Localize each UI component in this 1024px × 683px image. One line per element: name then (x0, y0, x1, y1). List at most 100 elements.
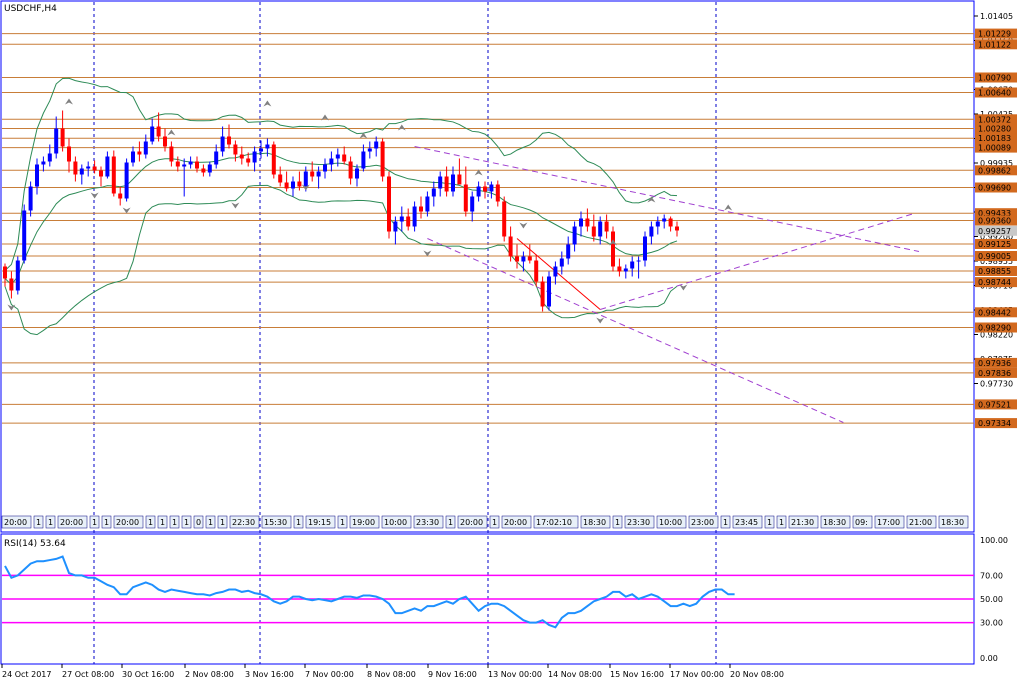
level-tag-label: 0.98442 (978, 308, 1011, 317)
candle-up (438, 176, 443, 189)
candle-up (598, 221, 603, 237)
event-flag (788, 515, 819, 529)
event-flag (624, 515, 655, 529)
event-label: 1 (492, 518, 497, 527)
time-tick-label: 7 Nov 00:00 (305, 670, 354, 679)
candle-up (303, 171, 308, 187)
candle-up (259, 148, 263, 152)
level-tag-label: 0.97334 (978, 419, 1011, 428)
event-flag (580, 515, 611, 529)
event-label: 1 (220, 518, 225, 527)
event-flag (720, 515, 731, 529)
rsi-panel: 100.00 70.00 50.00 30.00 0.00 (2, 536, 1008, 663)
candle-up (355, 168, 359, 179)
candle-down (284, 182, 289, 189)
event-label: 1 (448, 518, 453, 527)
candle-down (92, 166, 97, 171)
fractal-down-arrow-icon (423, 250, 432, 257)
rsi-tick-label: 0.00 (980, 654, 998, 663)
candle-down (60, 128, 65, 147)
level-tag-label: 1.00183 (978, 134, 1011, 143)
candle-down (9, 278, 14, 291)
candle-up (41, 161, 46, 165)
candle-up (252, 151, 257, 163)
event-label: 1 (615, 518, 620, 527)
candle-up (143, 141, 148, 155)
candle-down (406, 216, 411, 227)
level-tag (975, 307, 1017, 318)
event-flag (612, 515, 623, 529)
candle-down (156, 126, 161, 137)
level-tag-label: 1.01229 (978, 30, 1011, 39)
candle-up (150, 126, 155, 142)
event-labels: 20:00 1 1 20:00 1 1 20:00 1 1 1 1 0 1 1 22:30 15:30 1 19:… (1, 515, 969, 529)
event-flag (145, 515, 156, 529)
candle-up (361, 151, 366, 169)
event-label: 22:30 (232, 518, 255, 527)
time-tick-label: 27 Oct 08:00 (62, 670, 114, 679)
candle-up (207, 164, 212, 173)
level-tag (975, 39, 1017, 50)
event-label: 23:30 (627, 518, 650, 527)
event-label: 20:00 (4, 518, 27, 527)
rsi-line (4, 555, 735, 629)
candle-up (566, 244, 571, 259)
level-tag (975, 251, 1017, 261)
event-label: 20:00 (504, 518, 527, 527)
candle-up (579, 218, 583, 227)
event-flag (1, 515, 32, 529)
event-flag (157, 515, 168, 529)
candle-up (399, 216, 404, 222)
level-tag (975, 28, 1017, 39)
level-tag-label: 1.00790 (978, 74, 1011, 83)
rsi-tick-label: 50.00 (980, 595, 1003, 604)
level-tag (975, 277, 1017, 288)
event-flag (57, 515, 88, 529)
event-flag (820, 515, 851, 529)
band-middle (4, 152, 678, 286)
trend-line (414, 146, 920, 252)
event-label: 18:30 (941, 518, 964, 527)
level-tag-label: 0.98290 (978, 324, 1011, 333)
candle-up (655, 221, 660, 227)
fractal-down-arrow-icon (90, 192, 99, 199)
event-flag (181, 515, 192, 529)
level-tag (975, 182, 1017, 193)
candle-up (131, 151, 135, 163)
candle-down (604, 221, 609, 232)
event-label: 17:00 (877, 518, 900, 527)
fractal-up-arrow-icon (263, 100, 272, 107)
time-tick-label: 14 Nov 08:00 (548, 670, 602, 679)
candle-down (118, 193, 123, 199)
candle-down (111, 156, 116, 194)
candle-up (636, 260, 641, 262)
candle-up (553, 266, 558, 277)
event-label: 1 (767, 518, 772, 527)
candle-down (169, 146, 174, 162)
candle-up (54, 128, 59, 154)
current-price-label: 0.99257 (978, 227, 1011, 236)
level-tag-label: 0.99360 (978, 217, 1011, 226)
candle-up (35, 164, 39, 187)
event-flag (101, 515, 112, 529)
candle-down (495, 184, 500, 202)
event-flag (169, 515, 180, 529)
event-label: 10:00 (384, 518, 407, 527)
event-label: 1 (160, 518, 165, 527)
candle-down (239, 154, 244, 159)
event-flag (656, 515, 687, 529)
level-tag (975, 87, 1017, 98)
event-label: 1 (172, 518, 177, 527)
event-flag (217, 515, 228, 529)
candle-down (201, 168, 206, 173)
event-label: 21:30 (791, 518, 814, 527)
candle-up (521, 256, 526, 262)
event-flag (337, 515, 348, 529)
time-tick-label: 20 Nov 08:00 (730, 670, 784, 679)
candle-up (572, 226, 577, 245)
event-label: 19:15 (308, 518, 331, 527)
event-label: 1 (340, 518, 345, 527)
level-tag-label: 0.99690 (978, 184, 1011, 193)
